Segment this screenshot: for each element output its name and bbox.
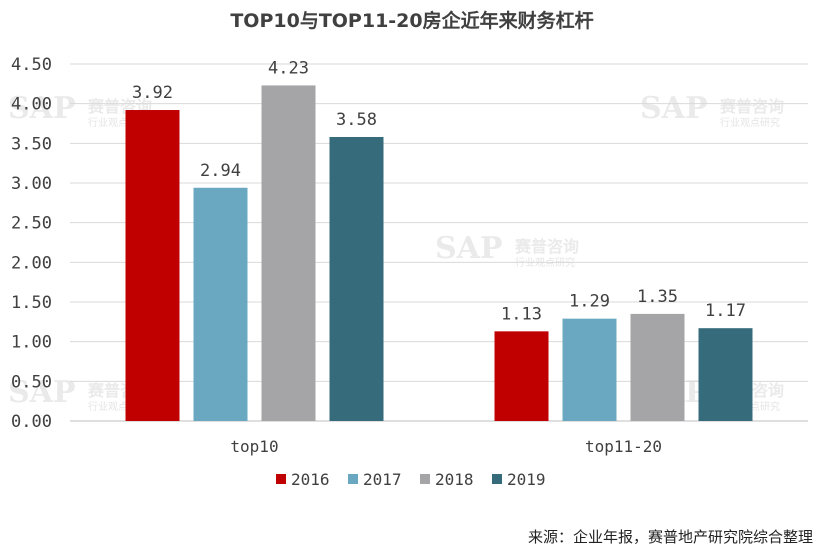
watermark-text: 赛普咨询 [514,237,579,256]
legend-swatch-2017 [348,474,358,484]
watermark-logo: SAP [640,91,708,126]
x-category-label: top10 [230,437,278,456]
x-axis-categories: top10 top11-20 [230,437,662,456]
data-labels: 3.92 2.94 4.23 3.58 1.13 1.29 1.35 1.17 [132,58,746,324]
legend-label: 2016 [291,470,330,489]
y-tick-label: 1.50 [11,293,52,313]
source-note: 来源：企业年报，赛普地产研究院综合整理 [527,528,813,546]
y-tick-label: 0.50 [11,372,52,392]
data-label: 1.13 [501,304,542,324]
data-label: 1.17 [705,301,746,321]
watermark-text: 赛普咨询 [719,97,784,116]
bar-2017-top10 [193,187,248,421]
legend-label: 2017 [363,470,402,489]
y-tick-label: 4.50 [11,55,52,75]
watermark-logo: SAP [8,375,76,410]
bar-2017-top11-20 [562,318,617,421]
legend-label: 2019 [507,470,546,489]
chart-title: TOP10与TOP11-20房企近年来财务杠杆 [230,9,593,32]
y-tick-label: 2.50 [11,214,52,234]
y-tick-label: 2.00 [11,253,52,273]
gridlines [70,63,808,422]
y-tick-label: 3.00 [11,174,52,194]
legend-label: 2018 [435,470,474,489]
y-tick-label: 3.50 [11,134,52,154]
watermark-logo: SAP [435,231,503,266]
bar-2019-top10 [329,136,384,421]
data-label: 2.94 [200,161,241,181]
data-label: 3.92 [132,83,173,103]
bar-2016-top11-20 [494,331,549,421]
y-tick-label: 4.00 [11,95,52,115]
legend-swatch-2019 [492,474,502,484]
watermark-logo: SAP [8,91,76,126]
x-category-label: top11-20 [585,437,662,456]
legend-swatch-2018 [420,474,430,484]
watermark-sub: 行业观点研究 [720,116,780,129]
bar-2019-top11-20 [698,328,753,421]
legend: 2016 2017 2018 2019 [276,470,546,489]
data-label: 1.35 [637,287,678,307]
bar-2016-top10 [125,110,180,421]
legend-swatch-2016 [276,474,286,484]
data-label: 4.23 [268,58,309,78]
data-label: 1.29 [569,292,610,312]
data-label: 3.58 [336,110,377,130]
y-tick-label: 0.00 [11,412,52,432]
y-axis-ticks: 0.00 0.50 1.00 1.50 2.00 2.50 3.00 3.50 4.00 4.50 [11,55,52,432]
bar-2018-top10 [261,85,316,422]
y-tick-label: 1.00 [11,333,52,353]
bar-2018-top11-20 [630,313,685,421]
bars [125,85,753,422]
